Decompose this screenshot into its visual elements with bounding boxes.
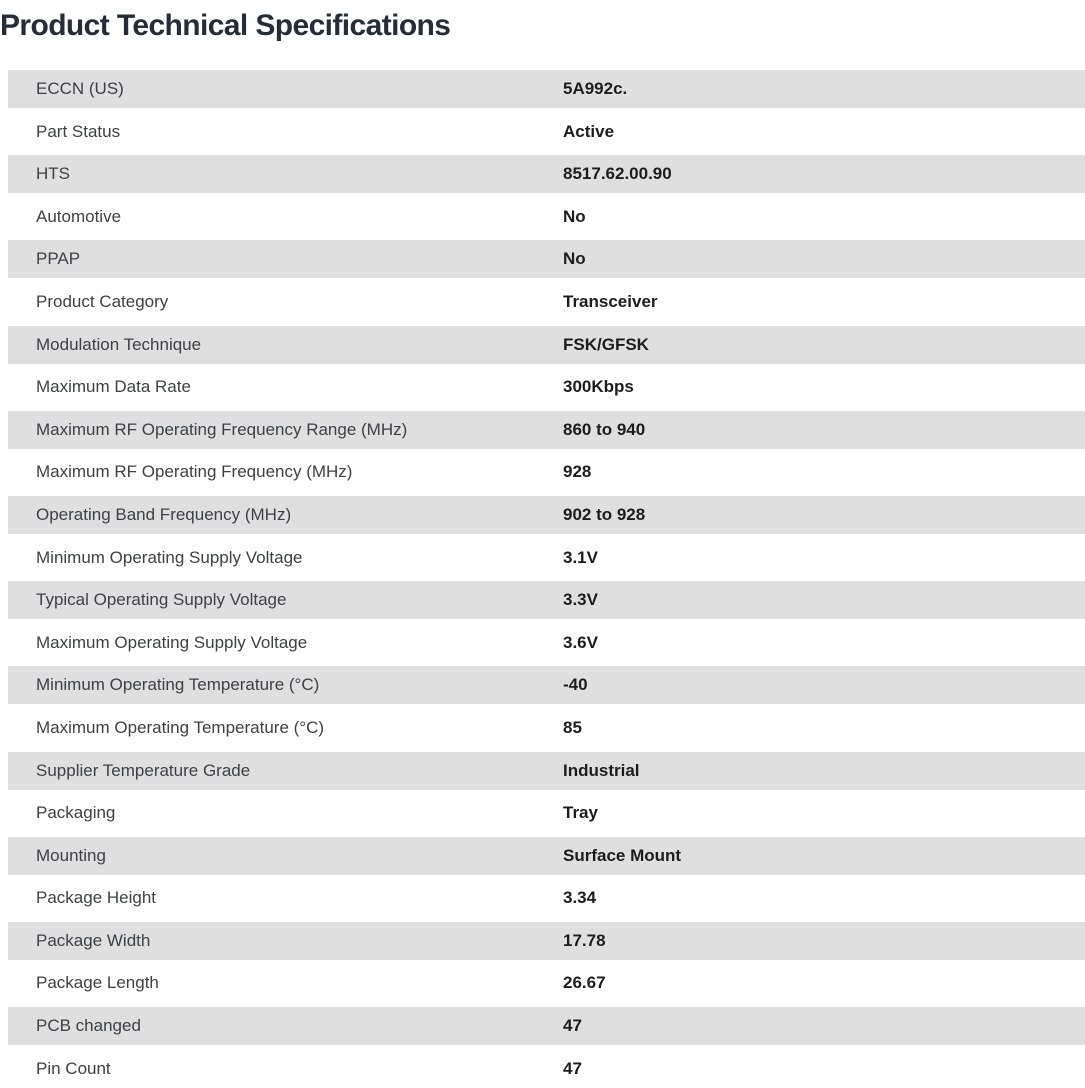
spec-label: Maximum RF Operating Frequency Range (MH… xyxy=(36,419,408,439)
table-row: Maximum Operating Temperature (°C) 85 xyxy=(8,708,1085,747)
spec-label: Package Width xyxy=(36,930,151,950)
table-row: Maximum RF Operating Frequency (MHz) 928 xyxy=(8,453,1085,492)
table-row: HTS 8517.62.00.90 xyxy=(8,155,1085,194)
spec-label: Maximum RF Operating Frequency (MHz) xyxy=(36,462,353,482)
spec-label: ECCN (US) xyxy=(36,79,124,98)
spec-value: 860 to 940 xyxy=(563,419,646,439)
spec-label: Pin Count xyxy=(36,1058,111,1078)
spec-value: Active xyxy=(563,121,615,141)
table-row: Mounting Surface Mount xyxy=(8,836,1085,875)
spec-value: -40 xyxy=(563,675,588,695)
spec-label: Part Status xyxy=(36,121,121,141)
spec-value: 5A992c. xyxy=(563,79,628,98)
spec-label: Supplier Temperature Grade xyxy=(36,760,251,780)
spec-label: PCB changed xyxy=(36,1016,141,1036)
table-row: Maximum Operating Supply Voltage 3.6V xyxy=(8,623,1085,662)
spec-label: Minimum Operating Temperature (°C) xyxy=(36,675,320,695)
table-row: Minimum Operating Temperature (°C) -40 xyxy=(8,666,1085,705)
table-row: Pin Count 47 xyxy=(8,1049,1085,1088)
spec-label: Maximum Operating Supply Voltage xyxy=(36,632,308,652)
spec-label: Packaging xyxy=(36,803,116,823)
table-row: Minimum Operating Supply Voltage 3.1V xyxy=(8,538,1085,577)
table-row: ECCN (US) 5A992c. xyxy=(8,70,1085,108)
spec-label: Product Category xyxy=(36,291,169,311)
spec-value: 26.67 xyxy=(563,973,606,993)
spec-value: 3.3V xyxy=(563,590,598,610)
spec-value: 3.34 xyxy=(563,888,597,908)
table-row: Package Height 3.34 xyxy=(8,879,1085,918)
spec-value: FSK/GFSK xyxy=(563,334,649,354)
spec-value: No xyxy=(563,206,586,226)
spec-label: Package Height xyxy=(36,888,157,908)
table-row: PCB changed 47 xyxy=(8,1007,1085,1046)
spec-label: Package Length xyxy=(36,973,159,993)
spec-value: 85 xyxy=(563,717,582,737)
spec-value: Surface Mount xyxy=(563,845,682,865)
spec-label: Typical Operating Supply Voltage xyxy=(36,590,287,610)
spec-table: ECCN (US) 5A992c. Part Status Active HTS 8517… xyxy=(8,70,1085,1088)
spec-value: Industrial xyxy=(563,760,640,780)
spec-label: Operating Band Frequency (MHz) xyxy=(36,504,292,524)
spec-value: Tray xyxy=(563,803,598,823)
spec-label: Maximum Data Rate xyxy=(36,377,191,397)
spec-value: 47 xyxy=(563,1058,582,1078)
table-row: Automotive No xyxy=(8,197,1085,236)
spec-label: HTS xyxy=(36,164,70,184)
table-row: Modulation Technique FSK/GFSK xyxy=(8,325,1085,364)
spec-value: No xyxy=(563,249,586,269)
table-row: Maximum Data Rate 300Kbps xyxy=(8,368,1085,407)
table-row: Package Length 26.67 xyxy=(8,964,1085,1003)
table-row: Package Width 17.78 xyxy=(8,921,1085,960)
spec-value: 47 xyxy=(563,1016,582,1036)
spec-label: Minimum Operating Supply Voltage xyxy=(36,547,303,567)
table-row: Part Status Active xyxy=(8,112,1085,151)
spec-label: PPAP xyxy=(36,249,81,269)
spec-label: Mounting xyxy=(36,845,106,865)
table-row: Supplier Temperature Grade Industrial xyxy=(8,751,1085,790)
table-row: Packaging Tray xyxy=(8,794,1085,833)
spec-value: 8517.62.00.90 xyxy=(563,164,672,184)
spec-value: 300Kbps xyxy=(563,377,634,397)
spec-label: Automotive xyxy=(36,206,122,226)
spec-value: 928 xyxy=(563,462,592,482)
spec-value: 3.6V xyxy=(563,632,598,652)
spec-value: Transceiver xyxy=(563,291,658,311)
table-row: PPAP No xyxy=(8,240,1085,279)
table-row: Product Category Transceiver xyxy=(8,282,1085,321)
table-row: Maximum RF Operating Frequency Range (MH… xyxy=(8,410,1085,449)
spec-value: 902 to 928 xyxy=(563,504,646,524)
table-row: Operating Band Frequency (MHz) 902 to 928 xyxy=(8,495,1085,534)
page-title: Product Technical Specifications xyxy=(0,9,451,42)
spec-label: Maximum Operating Temperature (°C) xyxy=(36,717,325,737)
table-row: Typical Operating Supply Voltage 3.3V xyxy=(8,581,1085,620)
spec-label: Modulation Technique xyxy=(36,334,202,354)
spec-value: 3.1V xyxy=(563,547,598,567)
spec-value: 17.78 xyxy=(563,930,606,950)
